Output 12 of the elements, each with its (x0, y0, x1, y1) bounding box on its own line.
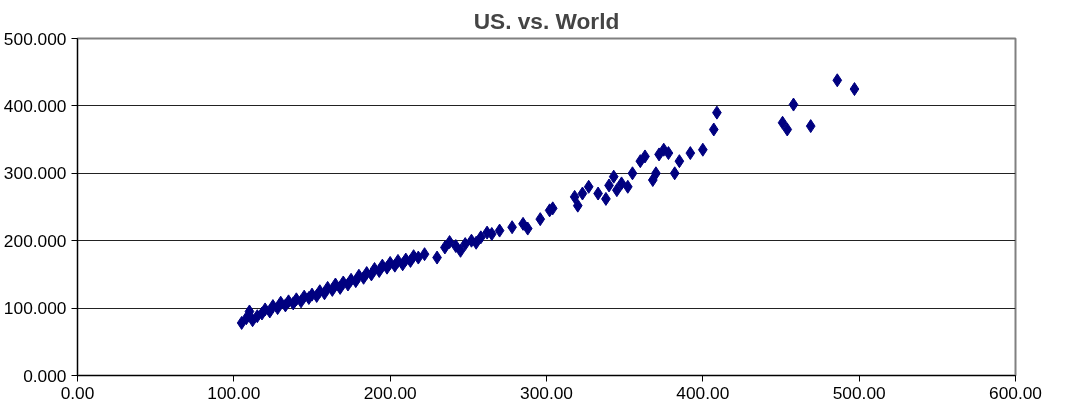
y-tick-label: 100.000 (3, 298, 67, 319)
x-tick-label: 100.00 (207, 382, 261, 403)
y-tick-label: 200.000 (3, 230, 67, 251)
x-tick-label: 600.00 (989, 382, 1042, 403)
y-tick-label: 400.000 (3, 95, 67, 116)
y-tick-label: 300.000 (3, 163, 67, 184)
y-tick-label: 500.000 (3, 28, 67, 49)
chart-title: US. vs. World (473, 7, 620, 34)
x-tick-label: 500.00 (832, 382, 886, 403)
x-tick-label: 400.00 (676, 382, 730, 403)
x-tick-label: 300.00 (520, 382, 573, 403)
x-tick-label: 200.00 (363, 382, 417, 403)
